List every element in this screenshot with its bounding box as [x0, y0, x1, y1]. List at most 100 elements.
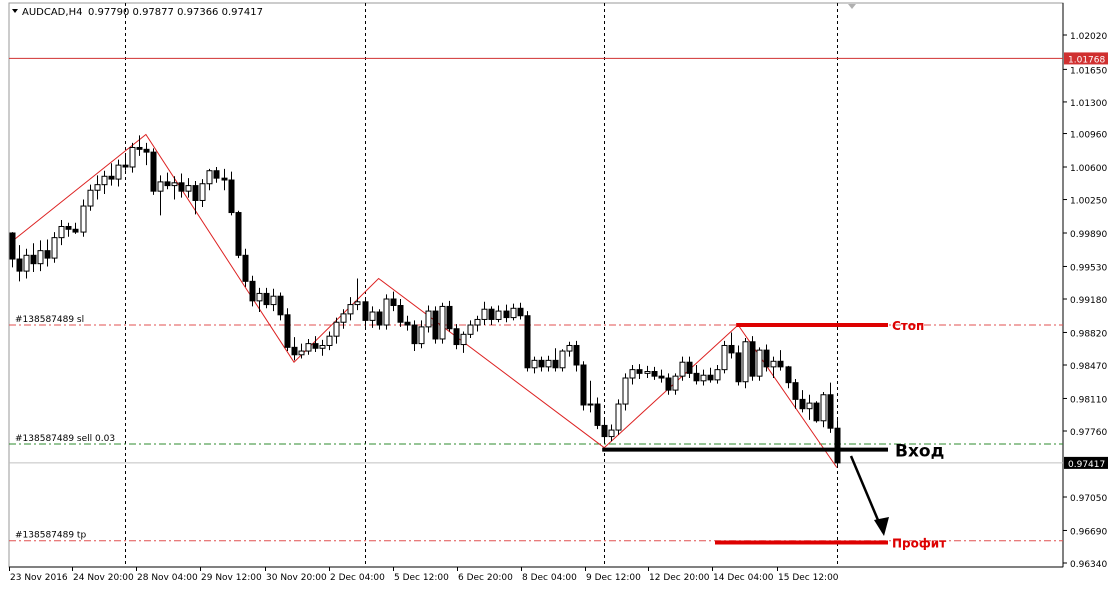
candle	[199, 179, 206, 207]
arrow-head-icon	[874, 517, 889, 536]
candle	[813, 401, 820, 423]
y-tick-label: 0.97050	[1070, 494, 1107, 504]
candle	[340, 309, 347, 329]
candle	[383, 294, 390, 330]
candle	[806, 394, 813, 420]
candle	[587, 380, 594, 413]
candle	[185, 178, 192, 198]
candle	[763, 344, 770, 372]
candle	[700, 369, 707, 386]
candle	[213, 167, 220, 183]
x-tick-label: 23 Nov 2016	[10, 573, 68, 583]
candle	[298, 343, 305, 359]
candle	[488, 306, 495, 326]
symbol-label: AUDCAD,H4	[22, 7, 82, 18]
candle	[481, 301, 488, 326]
plot-area[interactable]	[8, 2, 1064, 568]
annotation-label: Стоп	[892, 319, 924, 333]
annotation-label: Профит	[892, 537, 946, 551]
candle	[714, 365, 721, 384]
candle	[256, 287, 263, 313]
candle	[277, 292, 284, 321]
candle	[249, 275, 256, 307]
dropdown-arrow-icon[interactable]	[12, 9, 18, 13]
ohlc-readout: 0.97790 0.97877 0.97366 0.97417	[88, 7, 263, 18]
candle	[827, 382, 834, 433]
alert-price-badge: 1.01768	[1064, 52, 1108, 65]
candle	[37, 240, 44, 272]
candle	[439, 302, 446, 344]
candle	[432, 306, 439, 344]
y-tick-label: 0.98820	[1070, 329, 1107, 339]
candle	[242, 248, 249, 287]
candle	[362, 297, 369, 327]
candle	[354, 278, 361, 311]
candle	[552, 348, 559, 372]
candle	[517, 302, 524, 320]
candle	[785, 365, 792, 389]
candle	[319, 339, 326, 356]
candle	[559, 349, 566, 372]
candle	[115, 159, 122, 187]
x-tick-label: 2 Dec 04:00	[330, 573, 385, 583]
chart-shift-marker-icon	[848, 4, 856, 9]
candle	[629, 365, 636, 385]
candle	[284, 308, 291, 352]
candle	[446, 300, 453, 332]
candle	[644, 365, 651, 379]
y-tick-label: 1.00600	[1070, 164, 1107, 174]
candle	[235, 210, 242, 259]
candle	[636, 364, 643, 379]
candle	[460, 331, 467, 353]
candle	[108, 163, 115, 186]
candle	[418, 320, 425, 349]
candle	[608, 424, 615, 442]
order-line-label: #138587489 tp	[15, 531, 86, 541]
candle	[178, 173, 185, 198]
x-tick-label: 6 Dec 20:00	[458, 573, 513, 583]
candle	[503, 304, 510, 323]
x-tick-label: 28 Nov 04:00	[137, 573, 198, 583]
candle	[749, 336, 756, 381]
candle	[16, 245, 23, 282]
candle	[44, 239, 51, 267]
candle	[72, 222, 79, 234]
candle	[728, 332, 735, 359]
candle	[566, 341, 573, 357]
candle	[622, 373, 629, 411]
candle	[390, 291, 397, 312]
x-tick-label: 5 Dec 12:00	[394, 573, 449, 583]
candle	[291, 337, 298, 361]
candle	[742, 338, 749, 389]
candle	[171, 176, 178, 200]
candle	[799, 390, 806, 413]
x-tick-label: 14 Dec 04:00	[713, 573, 774, 583]
current-price-value: 0.97417	[1068, 460, 1105, 470]
candle	[573, 340, 580, 372]
order-line-label: #138587489 sell 0.03	[15, 434, 115, 444]
current-price-badge: 0.97417	[1064, 456, 1108, 470]
candle	[94, 175, 101, 200]
candle	[601, 418, 608, 444]
annotation-label: Вход	[895, 442, 944, 462]
candle	[411, 320, 418, 352]
candle	[51, 232, 58, 263]
candle	[672, 373, 679, 395]
y-tick-label: 0.96690	[1070, 527, 1107, 537]
candle	[594, 397, 601, 430]
y-tick-label: 0.99180	[1070, 296, 1107, 306]
candle	[651, 366, 658, 380]
candle	[65, 222, 72, 237]
candle	[122, 154, 129, 171]
candle	[510, 303, 517, 321]
candle	[425, 305, 432, 333]
candle	[369, 306, 376, 328]
candle	[30, 243, 37, 273]
alert-price-value: 1.01768	[1068, 55, 1105, 65]
candle	[397, 299, 404, 327]
x-tick-label: 15 Dec 12:00	[778, 573, 839, 583]
x-tick-label: 12 Dec 20:00	[649, 573, 710, 583]
candle	[305, 338, 312, 355]
candle	[206, 168, 213, 191]
